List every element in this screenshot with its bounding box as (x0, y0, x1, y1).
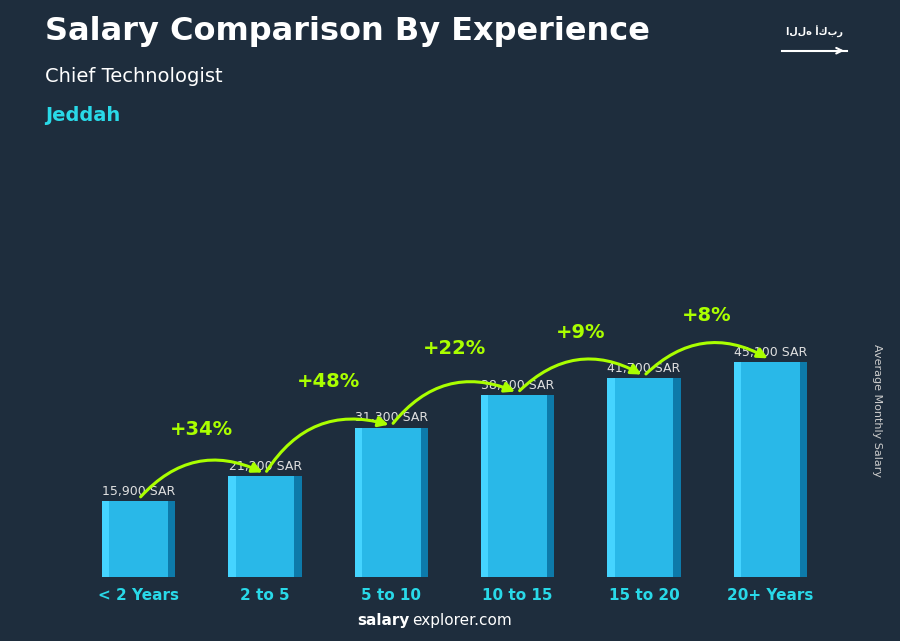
Text: 31,300 SAR: 31,300 SAR (355, 412, 428, 424)
Bar (355, 428, 362, 577)
Bar (481, 395, 554, 577)
Bar (481, 395, 489, 577)
Text: +48%: +48% (297, 372, 360, 391)
Text: explorer.com: explorer.com (412, 613, 512, 628)
Text: salary: salary (357, 613, 410, 628)
Bar (799, 362, 807, 577)
Bar (103, 501, 110, 577)
Bar (734, 362, 741, 577)
Text: +22%: +22% (423, 339, 486, 358)
Text: Average Monthly Salary: Average Monthly Salary (872, 344, 883, 477)
Text: 21,200 SAR: 21,200 SAR (229, 460, 302, 472)
Text: Chief Technologist: Chief Technologist (45, 67, 222, 87)
Bar (547, 395, 554, 577)
Text: Jeddah: Jeddah (45, 106, 121, 125)
Bar (229, 476, 236, 577)
Text: Salary Comparison By Experience: Salary Comparison By Experience (45, 16, 650, 47)
Bar (294, 476, 302, 577)
Text: الله أكبر: الله أكبر (786, 26, 843, 38)
Bar (673, 378, 680, 577)
Text: 41,700 SAR: 41,700 SAR (608, 362, 680, 375)
Text: 45,100 SAR: 45,100 SAR (734, 345, 807, 358)
Text: +9%: +9% (556, 322, 606, 342)
Text: +34%: +34% (170, 420, 233, 439)
Bar (355, 428, 428, 577)
Text: 38,200 SAR: 38,200 SAR (481, 379, 554, 392)
Bar (420, 428, 428, 577)
Bar (229, 476, 302, 577)
Bar (734, 362, 807, 577)
Text: +8%: +8% (682, 306, 732, 325)
Bar (168, 501, 176, 577)
Bar (608, 378, 615, 577)
Text: 15,900 SAR: 15,900 SAR (102, 485, 176, 498)
Bar (103, 501, 176, 577)
Bar (608, 378, 680, 577)
